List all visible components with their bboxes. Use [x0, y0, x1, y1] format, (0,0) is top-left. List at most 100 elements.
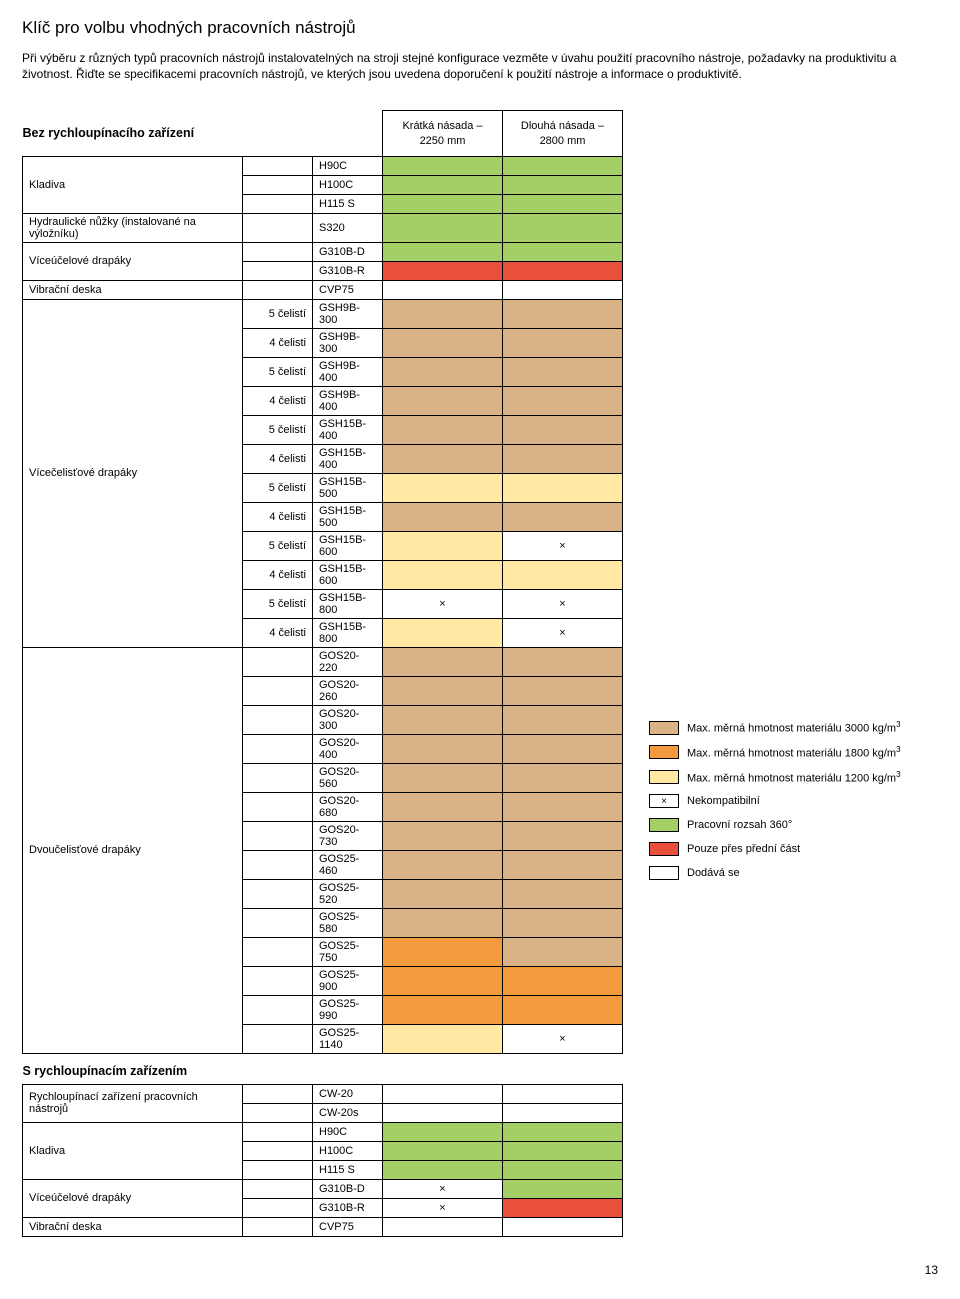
value-cell: ×: [503, 531, 623, 560]
value-cell: [503, 560, 623, 589]
sub-cell: [243, 213, 313, 242]
sub-cell: [243, 194, 313, 213]
sub-cell: [243, 908, 313, 937]
value-cell: [503, 299, 623, 328]
value-cell: [383, 995, 503, 1024]
value-cell: [503, 1217, 623, 1236]
legend-item: ×Nekompatibilní: [649, 794, 909, 808]
intro-text: Při výběru z různých typů pracovních nás…: [22, 50, 938, 82]
legend: Max. měrná hmotnost materiálu 3000 kg/m3…: [649, 720, 909, 880]
sub-cell: 5 čelistí: [243, 473, 313, 502]
value-cell: [383, 1217, 503, 1236]
model-cell: GOS25-520: [313, 879, 383, 908]
category-cell: Dvoučelisťové drapáky: [23, 647, 243, 1053]
value-cell: ×: [503, 618, 623, 647]
model-cell: CVP75: [313, 1217, 383, 1236]
value-cell: [383, 213, 503, 242]
value-cell: [383, 821, 503, 850]
value-cell: [383, 299, 503, 328]
sub-cell: 5 čelistí: [243, 357, 313, 386]
value-cell: [503, 213, 623, 242]
section-header: S rychloupínacím zařízením: [23, 1053, 623, 1084]
value-cell: [503, 156, 623, 175]
legend-label: Pouze přes přední část: [687, 843, 800, 855]
model-cell: H100C: [313, 175, 383, 194]
model-cell: GOS20-300: [313, 705, 383, 734]
column-header: Dlouhá násada –2800 mm: [503, 111, 623, 157]
model-cell: GOS25-990: [313, 995, 383, 1024]
sub-cell: [243, 1103, 313, 1122]
sub-cell: [243, 175, 313, 194]
model-cell: GSH9B-300: [313, 328, 383, 357]
value-cell: [383, 473, 503, 502]
value-cell: [503, 415, 623, 444]
model-cell: GOS20-560: [313, 763, 383, 792]
value-cell: [383, 531, 503, 560]
category-cell: Vibrační deska: [23, 1217, 243, 1236]
sub-cell: 4 čelisti: [243, 502, 313, 531]
value-cell: ×: [383, 1179, 503, 1198]
sub-cell: 4 čelisti: [243, 386, 313, 415]
value-cell: [383, 850, 503, 879]
model-cell: GOS20-260: [313, 676, 383, 705]
model-cell: H100C: [313, 1141, 383, 1160]
table-row: Víceúčelové drapákyG310B-D×: [23, 1179, 623, 1198]
legend-label: Nekompatibilní: [687, 795, 760, 807]
model-cell: CVP75: [313, 280, 383, 299]
value-cell: [503, 879, 623, 908]
value-cell: [503, 194, 623, 213]
model-cell: H90C: [313, 1122, 383, 1141]
legend-swatch: [649, 818, 679, 832]
legend-item: Pracovní rozsah 360°: [649, 818, 909, 832]
value-cell: ×: [383, 589, 503, 618]
value-cell: ×: [503, 589, 623, 618]
sub-cell: [243, 676, 313, 705]
sub-cell: [243, 156, 313, 175]
model-cell: GOS25-1140: [313, 1024, 383, 1053]
value-cell: [383, 1141, 503, 1160]
value-cell: [383, 502, 503, 531]
legend-swatch: [649, 770, 679, 784]
value-cell: [503, 1198, 623, 1217]
compatibility-table: Bez rychloupínacího zařízeníKrátká násad…: [22, 110, 623, 1237]
value-cell: [383, 1103, 503, 1122]
legend-label: Max. měrná hmotnost materiálu 1200 kg/m3: [687, 770, 901, 785]
model-cell: GSH15B-800: [313, 618, 383, 647]
value-cell: [383, 676, 503, 705]
value-cell: [503, 1160, 623, 1179]
value-cell: [503, 1122, 623, 1141]
value-cell: [503, 908, 623, 937]
table-row: Vibrační deska CVP75: [23, 280, 623, 299]
value-cell: [503, 676, 623, 705]
legend-swatch: [649, 842, 679, 856]
legend-swatch: [649, 866, 679, 880]
value-cell: [503, 850, 623, 879]
value-cell: [503, 995, 623, 1024]
value-cell: [383, 357, 503, 386]
category-cell: Víceúčelové drapáky: [23, 242, 243, 280]
sub-cell: [243, 879, 313, 908]
sub-cell: [243, 647, 313, 676]
value-cell: [383, 908, 503, 937]
sub-cell: [243, 792, 313, 821]
model-cell: CW-20: [313, 1084, 383, 1103]
sub-cell: [243, 1141, 313, 1160]
value-cell: ×: [383, 1198, 503, 1217]
model-cell: G310B-D: [313, 242, 383, 261]
sub-cell: 5 čelistí: [243, 589, 313, 618]
category-cell: Vibrační deska: [23, 280, 243, 299]
sub-cell: [243, 1122, 313, 1141]
sub-cell: 4 čelisti: [243, 328, 313, 357]
value-cell: [503, 261, 623, 280]
value-cell: [383, 1084, 503, 1103]
value-cell: [503, 328, 623, 357]
model-cell: GOS20-220: [313, 647, 383, 676]
sub-cell: [243, 966, 313, 995]
value-cell: [383, 261, 503, 280]
value-cell: [503, 792, 623, 821]
model-cell: G310B-D: [313, 1179, 383, 1198]
value-cell: [383, 1024, 503, 1053]
model-cell: H115 S: [313, 194, 383, 213]
model-cell: GSH15B-800: [313, 589, 383, 618]
value-cell: [383, 618, 503, 647]
